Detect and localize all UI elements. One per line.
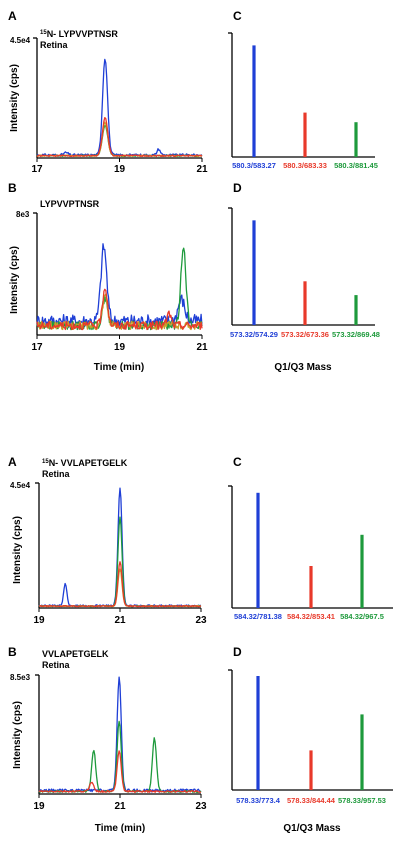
x-axis-label: Q1/Q3 Mass — [283, 823, 341, 834]
x-tick-label: 23 — [195, 801, 207, 812]
panel-label: C — [233, 9, 242, 23]
x-tick-label: 21 — [114, 801, 126, 812]
mass-label: 584.32/781.38 — [234, 612, 282, 621]
title-main: N- LYPVVPTNSR — [47, 29, 119, 39]
x-tick-label: 17 — [31, 164, 43, 175]
panel-label: B — [8, 645, 17, 659]
trace-group — [36, 58, 203, 158]
x-tick-label: 19 — [114, 164, 126, 175]
title-main: N- VVLAPETGELK — [49, 458, 128, 468]
title-superscript: 15 — [42, 459, 49, 465]
panel-label: C — [233, 455, 242, 469]
y-axis-label: Intensity (cps) — [12, 516, 23, 584]
trace-group — [36, 243, 203, 331]
panel-subtitle: Retina — [42, 660, 71, 670]
panel-label: A — [8, 9, 17, 23]
mass-label: 573.32/673.36 — [281, 330, 329, 339]
bar-green — [354, 122, 358, 157]
red-trace — [39, 561, 202, 608]
red-trace — [36, 288, 203, 331]
bar-blue — [256, 676, 260, 790]
mass-label: 578.33/844.44 — [287, 796, 336, 805]
red-trace — [38, 750, 202, 793]
upper-chrom-b: B LYPVVPTNSR 8e3 Intensity (cps) 17 19 2… — [8, 181, 208, 373]
bar-red — [303, 112, 307, 157]
upper-mrm-d: D 573.32/574.29 573.32/673.36 573.32/869… — [228, 181, 380, 373]
panel-title: VVLAPETGELK — [42, 649, 109, 659]
bar-blue — [252, 220, 256, 325]
bar-group — [252, 45, 358, 157]
mass-label: 580.3/881.45 — [334, 161, 378, 170]
bar-blue — [252, 45, 256, 157]
x-tick-label: 19 — [114, 342, 126, 353]
mass-label: 580.3/683.33 — [283, 161, 327, 170]
x-tick-label: 19 — [33, 801, 45, 812]
upper-chrom-a: A 15N- LYPVVPTNSR Retina 4.5e4 Intensity… — [8, 9, 208, 175]
x-tick-label: 21 — [196, 342, 208, 353]
mass-label: 584.32/853.41 — [287, 612, 335, 621]
lower-mrm-d: D 578.33/773.4 578.33/844.44 578.33/957.… — [228, 645, 393, 834]
y-axis-label: Intensity (cps) — [9, 64, 20, 132]
bar-red — [309, 566, 313, 608]
panel-title: LYPVVPTNSR — [40, 199, 100, 209]
panel-label: D — [233, 645, 242, 659]
panel-label: A — [8, 455, 17, 469]
trace-group — [38, 487, 202, 608]
x-axis-label: Q1/Q3 Mass — [274, 362, 332, 373]
trace-group — [38, 676, 202, 793]
panel-subtitle: Retina — [40, 40, 69, 50]
bar-red — [303, 281, 307, 325]
panel-subtitle: Retina — [42, 469, 71, 479]
lower-chrom-b: B VVLAPETGELK Retina 8.5e3 Intensity (cp… — [8, 645, 207, 834]
x-axis-label: Time (min) — [94, 362, 144, 373]
upper-mrm-c: C 580.3/583.27 580.3/683.33 580.3/881.45 — [228, 9, 378, 170]
y-top-label: 8.5e3 — [10, 673, 31, 682]
panel-label: B — [8, 181, 17, 195]
mass-label: 573.32/869.48 — [332, 330, 380, 339]
x-tick-label: 19 — [33, 615, 45, 626]
y-axis-label: Intensity (cps) — [12, 701, 23, 769]
panel-title: 15N- VVLAPETGELK — [42, 458, 128, 468]
y-top-label: 4.5e4 — [10, 36, 31, 45]
x-tick-label: 21 — [196, 164, 208, 175]
x-tick-label: 17 — [31, 342, 43, 353]
title-superscript: 15 — [40, 30, 47, 36]
bar-green — [360, 534, 364, 608]
y-top-label: 4.5e4 — [10, 481, 31, 490]
y-top-label: 8e3 — [16, 210, 30, 219]
bar-red — [309, 750, 313, 790]
y-axis-label: Intensity (cps) — [9, 246, 20, 314]
bar-green — [360, 714, 364, 790]
mass-label: 578.33/957.53 — [338, 796, 386, 805]
panel-title: 15N- LYPVVPTNSR — [40, 29, 118, 39]
x-axis-label: Time (min) — [95, 823, 145, 834]
bar-group — [256, 492, 364, 608]
bar-group — [252, 220, 358, 325]
red-trace — [36, 116, 203, 158]
mass-label: 578.33/773.4 — [236, 796, 281, 805]
bar-green — [354, 295, 358, 325]
mass-label: 580.3/583.27 — [232, 161, 276, 170]
x-tick-label: 23 — [195, 615, 207, 626]
mass-label: 573.32/574.29 — [230, 330, 278, 339]
mass-label: 584.32/967.5 — [340, 612, 384, 621]
lower-chrom-a: A 15N- VVLAPETGELK Retina 4.5e4 Intensit… — [8, 455, 207, 626]
panel-label: D — [233, 181, 242, 195]
lower-mrm-c: C 584.32/781.38 584.32/853.41 584.32/967… — [228, 455, 393, 621]
bar-blue — [256, 492, 260, 608]
bar-group — [256, 676, 364, 790]
x-tick-label: 21 — [114, 615, 126, 626]
